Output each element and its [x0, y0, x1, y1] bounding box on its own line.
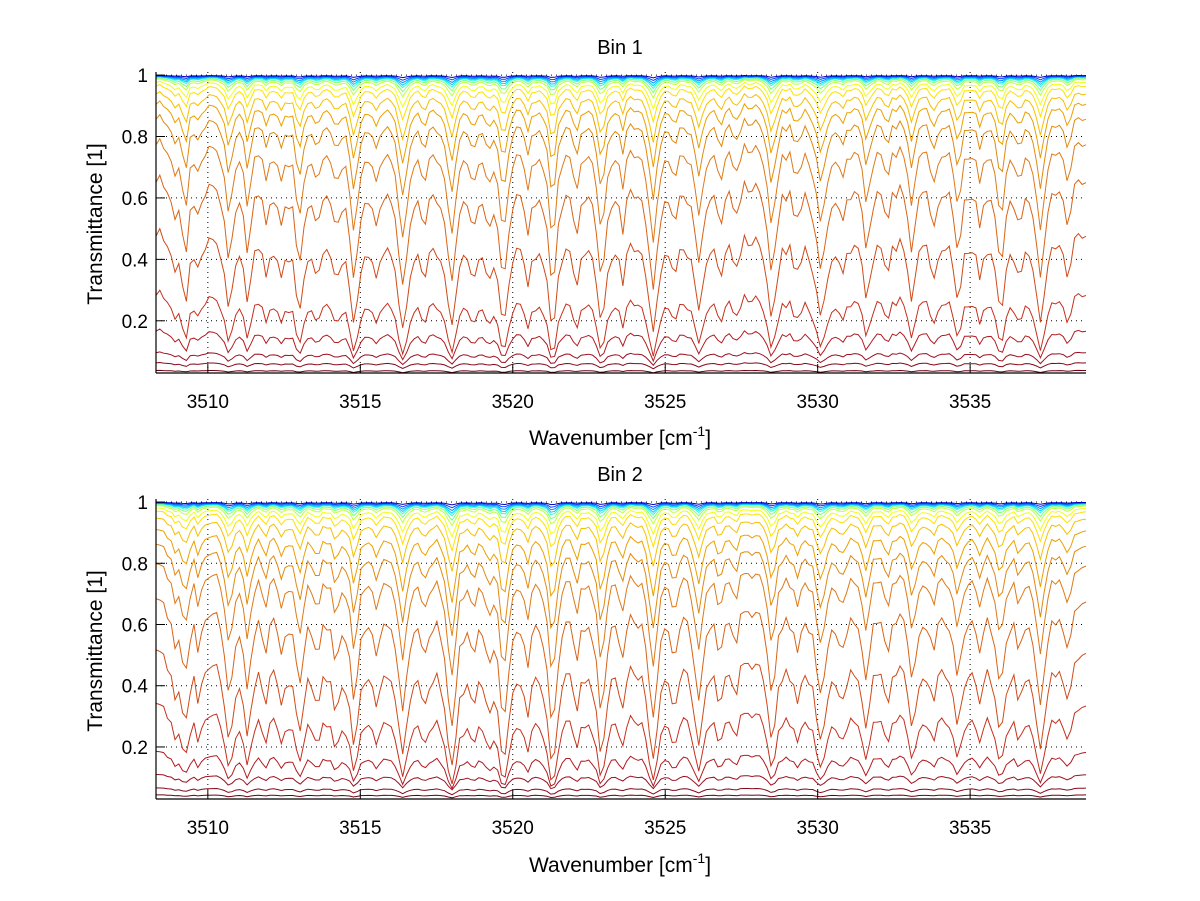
series-line-s10 [155, 90, 1087, 143]
series-line-s5 [155, 503, 1087, 517]
series-line-s18 [155, 351, 1087, 366]
subplot-bin-2: Bin 2 0.2 0.4 0.6 0.8 1 3510 3515 3520 3525 3530… [84, 464, 1087, 877]
y-tick-label: 0.6 [122, 189, 148, 210]
y-tick-label: 0.4 [122, 250, 149, 271]
y-axis-label: Transmittance [1] [84, 570, 107, 731]
series-line-s11 [155, 100, 1087, 168]
series-line-s3 [155, 75, 1087, 84]
y-tick-labels: 0.2 0.4 0.6 0.8 1 [122, 493, 149, 759]
series-line-s1 [155, 74, 1087, 79]
x-tick-label: 3525 [644, 818, 686, 839]
series-line-s6 [155, 77, 1087, 94]
series-line-s12 [155, 543, 1087, 636]
series-line-s2 [155, 75, 1087, 82]
series-line-s3 [155, 502, 1087, 512]
x-tick-label: 3515 [339, 392, 381, 413]
x-axis-label: Wavenumber [cm-1] [529, 423, 711, 450]
x-tick-label: 3535 [949, 818, 991, 839]
series-line-s15 [155, 227, 1087, 332]
series-line-s15 [155, 649, 1087, 766]
series-lines [155, 501, 1087, 799]
series-line-s11 [155, 529, 1087, 603]
series-line-s20 [156, 794, 1087, 799]
series-line-s16 [155, 289, 1087, 357]
series-line-s7 [155, 505, 1087, 527]
axes [155, 72, 1086, 374]
y-tick-label: 0.6 [122, 616, 148, 637]
y-tick-label: 0.8 [122, 554, 148, 575]
series-line-s6 [155, 504, 1087, 522]
y-tick-labels: 0.2 0.4 0.6 0.8 1 [122, 66, 149, 333]
subplot-bin-1: Bin 1 0.2 0.4 0.6 0.8 1 3510 3515 3520 3525 3530… [84, 37, 1087, 450]
series-line-s17 [155, 328, 1087, 363]
y-tick-label: 0.4 [122, 677, 149, 698]
series-lines [155, 74, 1087, 374]
series-line-s7 [155, 78, 1087, 100]
x-tick-label: 3510 [187, 818, 229, 839]
y-axis-label: Transmittance [1] [84, 143, 107, 304]
series-line-s12 [155, 113, 1087, 201]
series-line-s17 [155, 750, 1087, 790]
series-line-s19 [155, 361, 1087, 370]
series-line-s19 [155, 787, 1087, 796]
axes [155, 499, 1086, 800]
series-line-s18 [155, 774, 1087, 791]
series-line-s13 [155, 137, 1087, 243]
series-line-s2 [156, 502, 1087, 509]
series-line-s8 [155, 507, 1087, 539]
series-line-s16 [155, 702, 1087, 785]
series-line-s9 [155, 510, 1087, 553]
y-tick-label: 0.2 [122, 312, 148, 333]
series-line-s13 [155, 563, 1087, 676]
x-tick-labels: 3510 3515 3520 3525 3530 3535 [187, 392, 992, 413]
x-tick-label: 3515 [339, 818, 381, 839]
x-tick-label: 3525 [644, 392, 686, 413]
y-tick-label: 0.8 [122, 128, 148, 149]
x-tick-label: 3535 [949, 392, 991, 413]
series-line-s4 [155, 75, 1087, 87]
y-tick-label: 0.2 [122, 738, 148, 759]
series-line-s5 [155, 76, 1087, 90]
series-line-s20 [155, 369, 1086, 374]
series-line-s14 [155, 173, 1087, 290]
chart-title: Bin 1 [597, 37, 643, 59]
x-tick-label: 3520 [492, 392, 534, 413]
y-tick-label: 1 [137, 66, 148, 87]
series-line-s4 [155, 502, 1087, 514]
series-line-s9 [155, 83, 1087, 124]
y-tick-label: 1 [137, 493, 148, 514]
series-line-s10 [155, 517, 1087, 572]
series-line-s8 [155, 80, 1087, 111]
x-tick-label: 3510 [187, 392, 229, 413]
series-line-s1 [156, 501, 1086, 506]
series-line-s14 [155, 598, 1087, 726]
chart-title: Bin 2 [597, 464, 643, 486]
x-tick-label: 3530 [797, 392, 839, 413]
x-axis-label: Wavenumber [cm-1] [529, 850, 711, 877]
x-tick-label: 3520 [492, 818, 534, 839]
x-tick-label: 3530 [797, 818, 839, 839]
x-tick-labels: 3510 3515 3520 3525 3530 3535 [187, 818, 992, 839]
